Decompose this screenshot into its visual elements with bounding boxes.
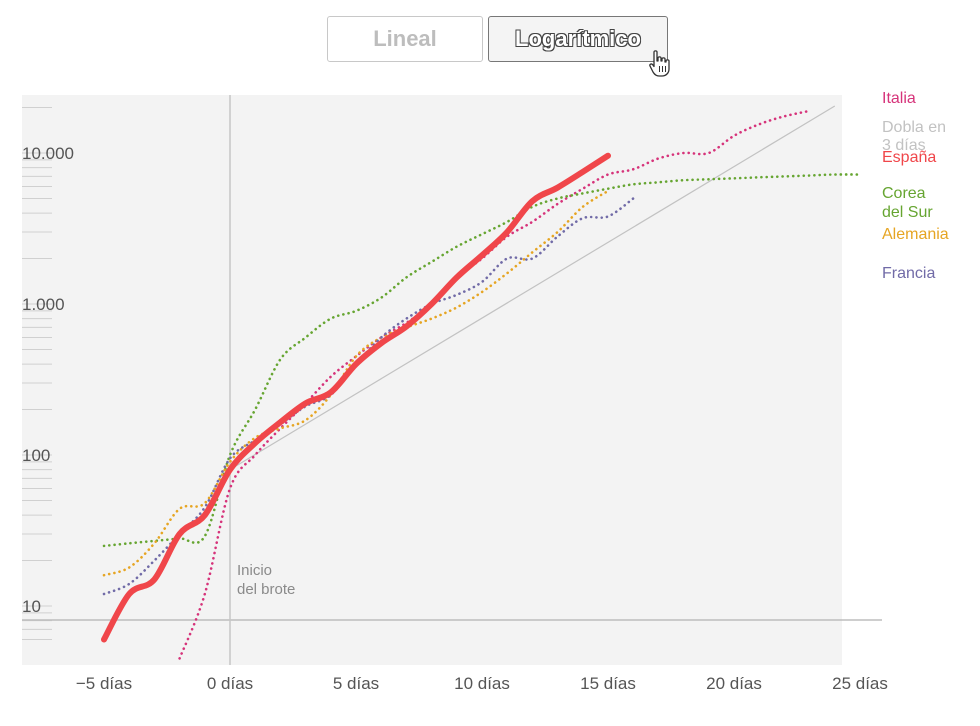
series-lines — [101, 109, 862, 660]
series-label: 3 días — [882, 137, 926, 154]
y-tick-label: 10 — [22, 597, 41, 616]
x-axis-labels: −5 días 0 días 5 días 10 días 15 días 20 días… — [76, 674, 888, 693]
x-tick-label: 15 días — [580, 674, 636, 693]
series-line — [101, 152, 611, 643]
annotation-line-2: del brote — [237, 581, 295, 598]
x-tick-label: 0 días — [207, 674, 253, 693]
series-label: Francia — [882, 265, 935, 282]
series-label: Corea — [882, 185, 926, 202]
logarithmic-toggle-button[interactable]: Logarítmico — [488, 16, 668, 62]
doubling-line — [229, 105, 836, 471]
series-label: del Sur — [882, 204, 933, 221]
hand-pointer-icon — [649, 50, 670, 77]
series-label: Dobla en — [882, 119, 946, 136]
lineal-toggle-button[interactable]: Lineal — [327, 16, 483, 62]
x-tick-label: 25 días — [832, 674, 888, 693]
y-tick-label: 1.000 — [22, 295, 65, 314]
x-tick-label: 20 días — [706, 674, 762, 693]
series-line — [102, 173, 862, 548]
y-tick-label: 10.000 — [22, 144, 74, 163]
series-label: España — [882, 149, 936, 166]
x-tick-label: 10 días — [454, 674, 510, 693]
x-tick-label: −5 días — [76, 674, 132, 693]
y-tick-label: 100 — [22, 446, 50, 465]
outbreak-annotation: Inicio del brote — [237, 562, 295, 598]
doubling-reference-line — [229, 105, 836, 471]
x-tick-label: 5 días — [333, 674, 379, 693]
series-line — [102, 189, 610, 577]
annotation-line-1: Inicio — [237, 562, 272, 579]
plot-background — [22, 95, 842, 665]
series-label: Italia — [882, 90, 916, 107]
series-label: Alemania — [882, 226, 949, 243]
y-axis-labels: 10 100 1.000 10.000 — [22, 144, 74, 616]
